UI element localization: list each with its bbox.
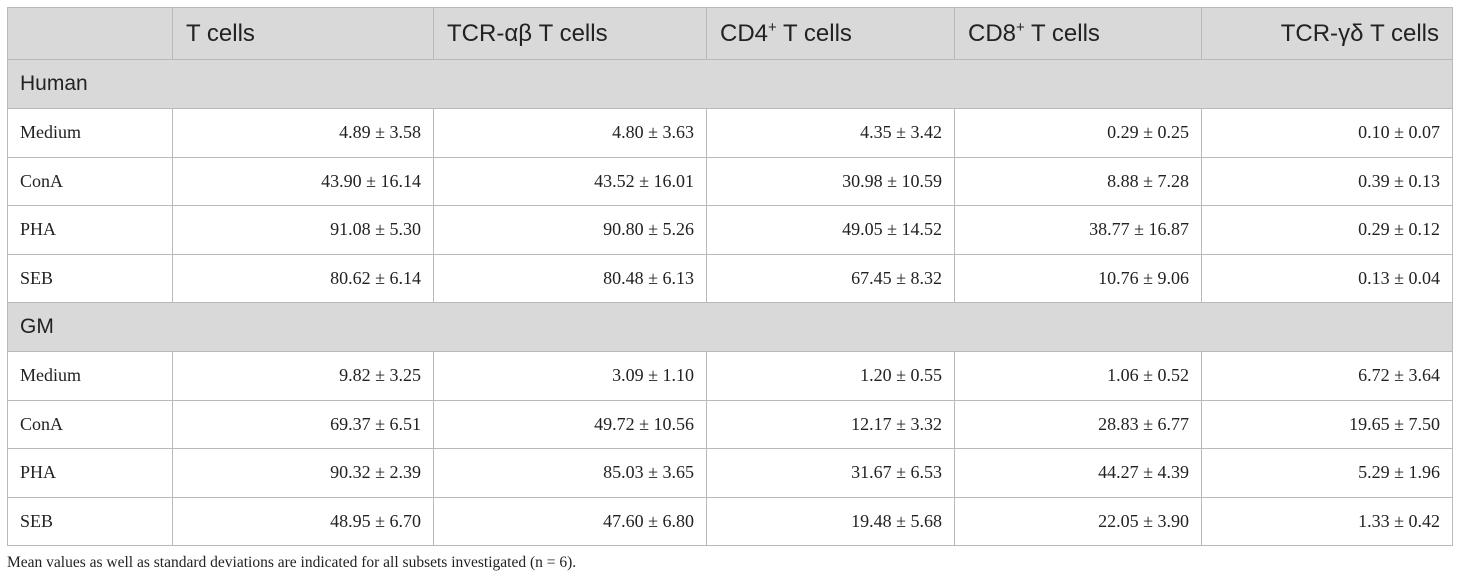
- table-cell: 49.05 ± 14.52: [706, 205, 955, 255]
- row-label: Medium: [7, 108, 173, 158]
- table-cell: 5.29 ± 1.96: [1201, 448, 1453, 498]
- table-row: SEB 48.95 ± 6.70 47.60 ± 6.80 19.48 ± 5.…: [7, 496, 1453, 546]
- table-cell: 43.52 ± 16.01: [433, 156, 707, 206]
- table-row: Medium 9.82 ± 3.25 3.09 ± 1.10 1.20 ± 0.…: [7, 351, 1453, 401]
- row-label: Medium: [7, 351, 173, 401]
- data-table: T cells TCR-αβ T cells CD4+ T cells CD8+…: [7, 7, 1453, 546]
- data-table-container: T cells TCR-αβ T cells CD4+ T cells CD8+…: [7, 7, 1453, 546]
- table-cell: 10.76 ± 9.06: [954, 253, 1202, 303]
- table-cell: 3.09 ± 1.10: [433, 351, 707, 401]
- table-cell: 0.10 ± 0.07: [1201, 108, 1453, 158]
- table-cell: 4.35 ± 3.42: [706, 108, 955, 158]
- table-row: PHA 91.08 ± 5.30 90.80 ± 5.26 49.05 ± 14…: [7, 205, 1453, 255]
- table-cell: 91.08 ± 5.30: [172, 205, 434, 255]
- table-row: PHA 90.32 ± 2.39 85.03 ± 3.65 31.67 ± 6.…: [7, 448, 1453, 498]
- header-tcr-ab-greek: αβ: [504, 19, 533, 47]
- table-cell: 0.39 ± 0.13: [1201, 156, 1453, 206]
- table-row: SEB 80.62 ± 6.14 80.48 ± 6.13 67.45 ± 8.…: [7, 253, 1453, 303]
- table-row: Medium 4.89 ± 3.58 4.80 ± 3.63 4.35 ± 3.…: [7, 108, 1453, 158]
- group-label: GM: [7, 302, 1453, 352]
- table-cell: 0.13 ± 0.04: [1201, 253, 1453, 303]
- header-cd4-t-cells: CD4+ T cells: [706, 7, 955, 60]
- header-blank: [7, 7, 173, 60]
- header-row: T cells TCR-αβ T cells CD4+ T cells CD8+…: [7, 7, 1453, 60]
- header-cd4-prefix: CD4: [720, 19, 769, 47]
- header-cd8-t-cells: CD8+ T cells: [954, 7, 1202, 60]
- table-cell: 43.90 ± 16.14: [172, 156, 434, 206]
- table-cell: 48.95 ± 6.70: [172, 496, 434, 546]
- table-cell: 47.60 ± 6.80: [433, 496, 707, 546]
- table-cell: 85.03 ± 3.65: [433, 448, 707, 498]
- header-tcr-ab-suffix: T cells: [532, 19, 608, 47]
- table-cell: 9.82 ± 3.25: [172, 351, 434, 401]
- table-cell: 19.48 ± 5.68: [706, 496, 955, 546]
- row-label: ConA: [7, 156, 173, 206]
- table-cell: 49.72 ± 10.56: [433, 399, 707, 449]
- table-cell: 22.05 ± 3.90: [954, 496, 1202, 546]
- table-cell: 1.20 ± 0.55: [706, 351, 955, 401]
- table-cell: 4.80 ± 3.63: [433, 108, 707, 158]
- table-cell: 19.65 ± 7.50: [1201, 399, 1453, 449]
- row-label: PHA: [7, 448, 173, 498]
- table-cell: 80.62 ± 6.14: [172, 253, 434, 303]
- table-cell: 1.06 ± 0.52: [954, 351, 1202, 401]
- table-cell: 0.29 ± 0.25: [954, 108, 1202, 158]
- header-cd8-suffix: T cells: [1024, 19, 1100, 47]
- header-cd8-sup: +: [1016, 18, 1025, 36]
- header-tcr-gd-prefix: TCR-: [1280, 19, 1339, 47]
- table-footnote: Mean values as well as standard deviatio…: [7, 554, 577, 571]
- table-cell: 28.83 ± 6.77: [954, 399, 1202, 449]
- table-cell: 4.89 ± 3.58: [172, 108, 434, 158]
- header-cd4-sup: +: [768, 18, 777, 36]
- header-cd8-prefix: CD8: [968, 19, 1017, 47]
- table-cell: 6.72 ± 3.64: [1201, 351, 1453, 401]
- table-cell: 1.33 ± 0.42: [1201, 496, 1453, 546]
- row-label: ConA: [7, 399, 173, 449]
- group-label: Human: [7, 59, 1453, 109]
- table-cell: 69.37 ± 6.51: [172, 399, 434, 449]
- table-cell: 8.88 ± 7.28: [954, 156, 1202, 206]
- table-cell: 90.80 ± 5.26: [433, 205, 707, 255]
- header-tcr-ab-t-cells: TCR-αβ T cells: [433, 7, 707, 60]
- header-t-cells: T cells: [172, 7, 434, 60]
- header-tcr-gd-t-cells: TCR-γδ T cells: [1201, 7, 1453, 60]
- header-tcr-gd-suffix: T cells: [1363, 19, 1439, 47]
- table-cell: 0.29 ± 0.12: [1201, 205, 1453, 255]
- header-cd4-suffix: T cells: [776, 19, 852, 47]
- table-row: ConA 69.37 ± 6.51 49.72 ± 10.56 12.17 ± …: [7, 399, 1453, 449]
- header-tcr-gd-greek: γδ: [1338, 19, 1364, 47]
- table-cell: 30.98 ± 10.59: [706, 156, 955, 206]
- group-row-gm: GM: [7, 302, 1453, 352]
- row-label: SEB: [7, 496, 173, 546]
- table-cell: 80.48 ± 6.13: [433, 253, 707, 303]
- table-cell: 31.67 ± 6.53: [706, 448, 955, 498]
- table-row: ConA 43.90 ± 16.14 43.52 ± 16.01 30.98 ±…: [7, 156, 1453, 206]
- group-row-human: Human: [7, 59, 1453, 109]
- table-cell: 44.27 ± 4.39: [954, 448, 1202, 498]
- table-cell: 67.45 ± 8.32: [706, 253, 955, 303]
- row-label: SEB: [7, 253, 173, 303]
- table-cell: 38.77 ± 16.87: [954, 205, 1202, 255]
- table-cell: 90.32 ± 2.39: [172, 448, 434, 498]
- header-tcr-ab-prefix: TCR-: [447, 19, 505, 47]
- row-label: PHA: [7, 205, 173, 255]
- table-cell: 12.17 ± 3.32: [706, 399, 955, 449]
